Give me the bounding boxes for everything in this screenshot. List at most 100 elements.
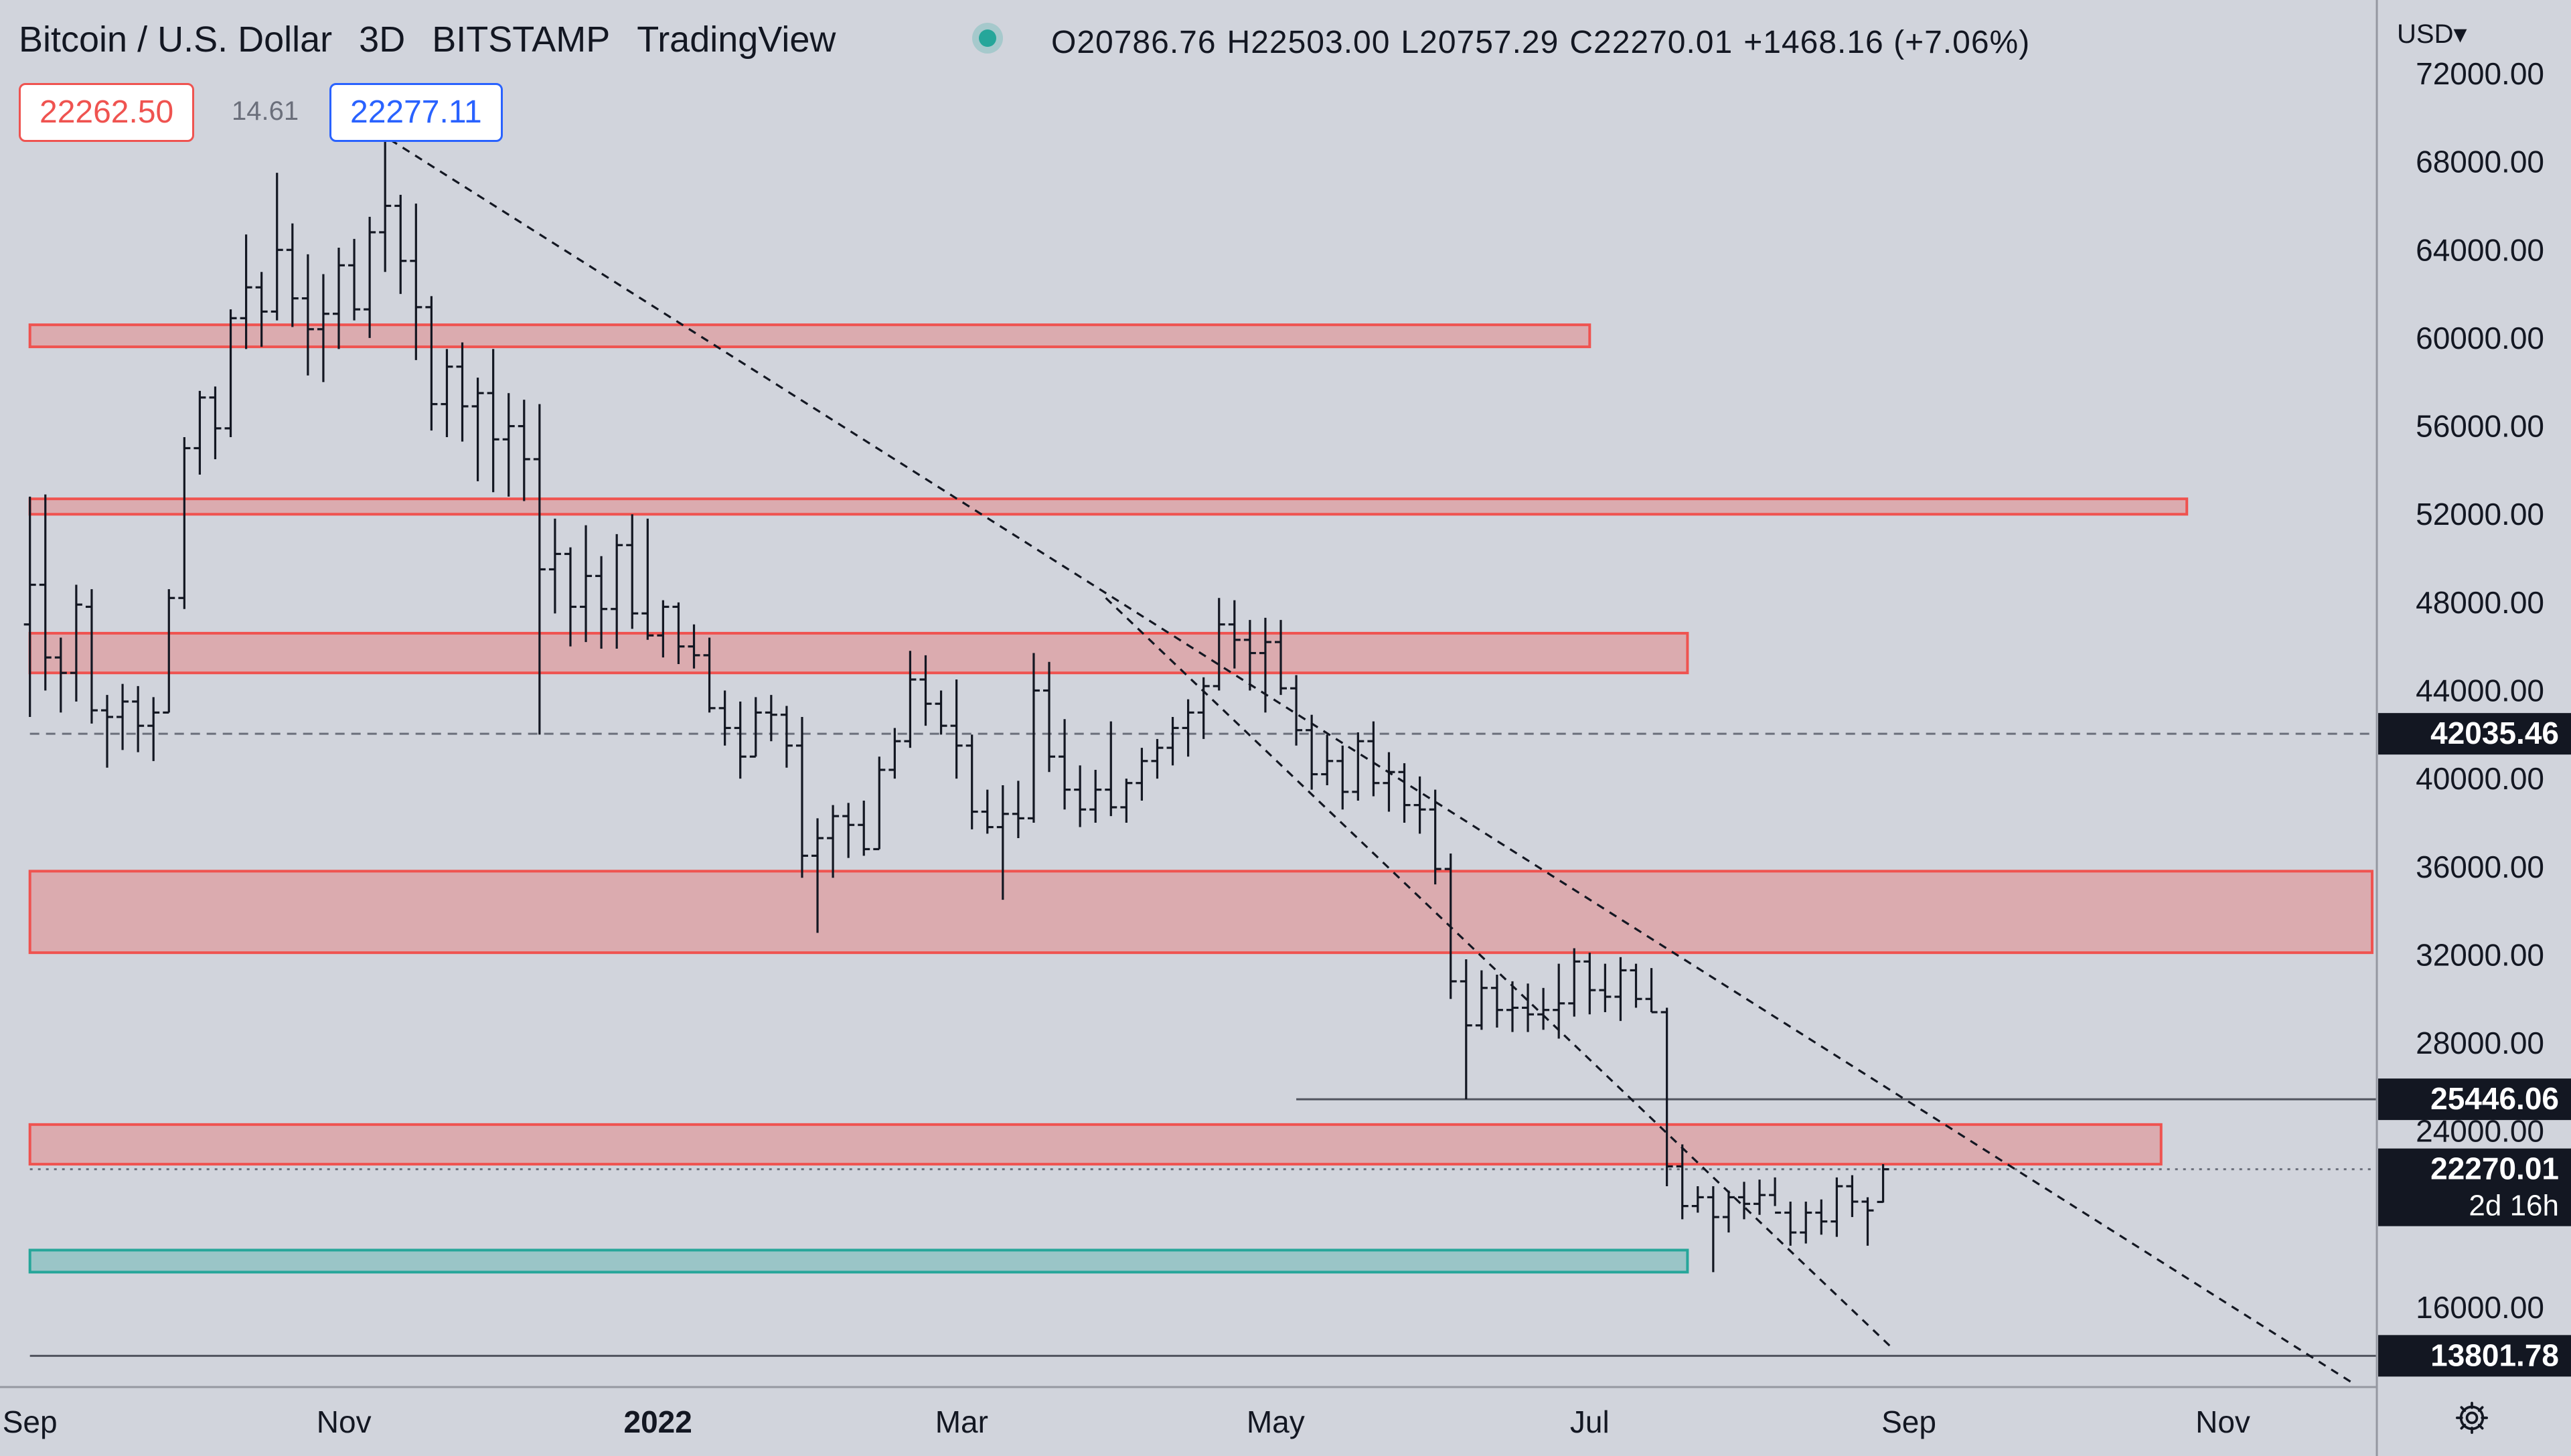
ohlc-bar: [178, 437, 191, 609]
price-axis: 72000.00 68000.00 64000.00 60000.00 56000.00…: [2416, 56, 2544, 1325]
ohlc-bar: [718, 690, 731, 746]
ohlc-bar: [1553, 963, 1565, 1039]
ohlc-bar: [487, 349, 499, 493]
price-label-box: [2378, 713, 2571, 755]
price-label-text: 25446.06: [2430, 1081, 2559, 1116]
price-label-text: 42035.46: [2430, 716, 2559, 750]
trendline[interactable]: [390, 139, 2353, 1384]
ohlc-bar: [580, 525, 593, 643]
trendlines-layer: [390, 139, 2353, 1384]
ohlc-bar: [780, 706, 793, 768]
ohlc-bar: [1306, 714, 1318, 790]
ohlc-bar: [1367, 721, 1380, 797]
price-label-box: [2378, 1335, 2571, 1377]
ohlc-bar: [317, 274, 329, 382]
ohlc-bar: [1027, 653, 1040, 823]
x-tick-label: May: [1247, 1404, 1305, 1439]
resistance-zone[interactable]: [28, 497, 2189, 516]
ohlc-bar: [564, 547, 576, 647]
ohlc-bar: [1352, 732, 1365, 801]
gear-icon[interactable]: [2453, 1399, 2491, 1437]
ohlc-bar: [1243, 620, 1256, 691]
change-value: +1468.16 (+7.06%): [1743, 25, 2031, 60]
trendline[interactable]: [1105, 597, 1895, 1350]
resistance-zone[interactable]: [28, 1123, 2163, 1166]
resistance-zone[interactable]: [28, 323, 1591, 349]
ohlc-bar: [1784, 1202, 1797, 1246]
ohlc-bar: [904, 651, 917, 748]
ohlc-bar: [1599, 963, 1612, 1012]
ohlc-bar: [657, 600, 670, 658]
market-open-dot-icon: [979, 29, 996, 47]
ohlc-bar: [611, 534, 623, 649]
open-value: O20786.76: [1051, 25, 1217, 60]
ohlc-bar: [1490, 975, 1503, 1028]
ohlc-bar: [224, 309, 237, 438]
sell-button[interactable]: 22262.50: [19, 83, 195, 142]
ohlc-bar: [1877, 1163, 1889, 1204]
x-tick-label: Mar: [935, 1404, 988, 1439]
ohlc-bar: [1228, 600, 1241, 669]
ohlc-bar: [348, 238, 361, 321]
ohlc-bar: [1583, 953, 1596, 1015]
ohlc-bar: [1861, 1197, 1874, 1246]
ohlc-bar: [996, 785, 1009, 900]
ohlc-bar: [965, 734, 978, 829]
ohlc-bar: [827, 805, 840, 878]
low-value: L20757.29: [1401, 25, 1559, 60]
y-tick-label: 36000.00: [2416, 850, 2544, 884]
spread-value: 14.61: [232, 96, 299, 126]
ohlc-bar: [1691, 1186, 1704, 1213]
ohlc-bar: [950, 679, 963, 779]
ohlc-bar: [1182, 699, 1194, 757]
ohlc-bar: [1537, 987, 1550, 1030]
time-axis: Sep Nov 2022 Mar May Jul Sep Nov: [3, 1404, 2250, 1439]
ohlc-bar: [1660, 1007, 1673, 1186]
ohlc-bar: [1336, 745, 1349, 810]
y-tick-label: 64000.00: [2416, 232, 2544, 267]
ohlc-bar: [1830, 1177, 1843, 1237]
ohlc-bar: [919, 655, 932, 726]
price-label-box: [2378, 1078, 2571, 1121]
ohlc-bar: [39, 494, 52, 691]
resistance-zone[interactable]: [28, 631, 1689, 675]
x-tick-label: 2022: [624, 1404, 692, 1439]
ohlc-bar: [425, 296, 438, 431]
ohlc-bar: [765, 695, 777, 742]
support-zone[interactable]: [28, 1248, 1689, 1274]
resistance-zone[interactable]: [28, 870, 2373, 955]
ohlc-bar: [1815, 1199, 1828, 1235]
ohlc-bar: [842, 803, 855, 858]
ohlc-bar: [858, 801, 870, 856]
ohlc-bar: [255, 272, 268, 347]
ohlc-bar: [873, 756, 886, 851]
buy-button[interactable]: 22277.11: [329, 83, 503, 142]
ohlc-bar: [1043, 661, 1056, 773]
ohlc-bar: [518, 400, 530, 501]
ohlc-bar: [471, 378, 484, 481]
source-label: TradingView: [637, 19, 836, 60]
exchange-label: BITSTAMP: [432, 19, 611, 60]
ohlc-bar: [811, 818, 824, 933]
ohlc-bar: [688, 624, 700, 669]
ohlc-bar: [333, 247, 345, 349]
ohlc-bar: [54, 637, 67, 713]
ohlc-bar: [132, 685, 145, 752]
ohlc-bar: [1321, 734, 1334, 786]
ohlc-bar: [1136, 748, 1148, 801]
price-label-text: 13801.78: [2430, 1338, 2559, 1372]
ohlc-bar: [101, 695, 114, 768]
symbol-title[interactable]: Bitcoin / U.S. Dollar 3D BITSTAMP TradingVi…: [19, 19, 862, 60]
ohlc-bar: [935, 690, 947, 735]
currency-selector[interactable]: USD▾: [2397, 19, 2467, 49]
y-tick-label: 72000.00: [2416, 56, 2544, 91]
ohlc-bar: [595, 556, 608, 649]
high-value: H22503.00: [1227, 25, 1391, 60]
ohlc-bar: [270, 173, 283, 321]
ohlc-bar: [1846, 1175, 1859, 1218]
ohlc-bar: [795, 716, 808, 878]
ohlc-bar: [456, 342, 469, 442]
ohlc-bar: [626, 514, 639, 629]
interval-label[interactable]: 3D: [359, 19, 406, 60]
